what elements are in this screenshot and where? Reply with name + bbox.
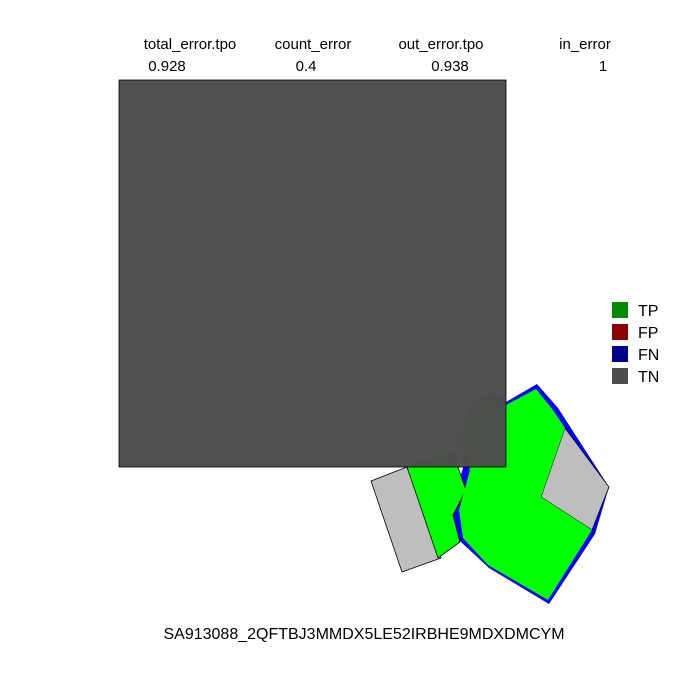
metrics-header: total_error.tpo 0.928 count_error 0.4 ou… (144, 36, 611, 75)
tn-parcel-left (370, 466, 442, 573)
tn-overlay-square (118, 79, 507, 468)
legend-swatch-tp (612, 302, 628, 318)
legend-label-tp: TP (638, 303, 658, 320)
legend-label-fp: FP (638, 325, 658, 342)
legend-swatch-tn (612, 368, 628, 384)
image-id-caption: SA913088_2QFTBJ3MMDX5LE52IRBHE9MDXDMCYM (163, 626, 564, 643)
legend: TP FP FN TN (612, 302, 659, 386)
metric-value-in-error: 1 (599, 58, 607, 75)
metric-value-total-error: 0.928 (148, 58, 186, 75)
legend-swatch-fn (612, 346, 628, 362)
metric-name-in-error: in_error (559, 36, 611, 53)
metric-name-total-error: total_error.tpo (144, 36, 237, 53)
metric-value-count-error: 0.4 (296, 58, 317, 75)
legend-label-tn: TN (638, 369, 659, 386)
metric-value-out-error: 0.938 (431, 58, 469, 75)
legend-label-fn: FN (638, 347, 659, 364)
metric-name-count-error: count_error (275, 36, 352, 53)
legend-swatch-fp (612, 324, 628, 340)
map-layers (118, 79, 610, 604)
metric-name-out-error: out_error.tpo (398, 36, 483, 53)
